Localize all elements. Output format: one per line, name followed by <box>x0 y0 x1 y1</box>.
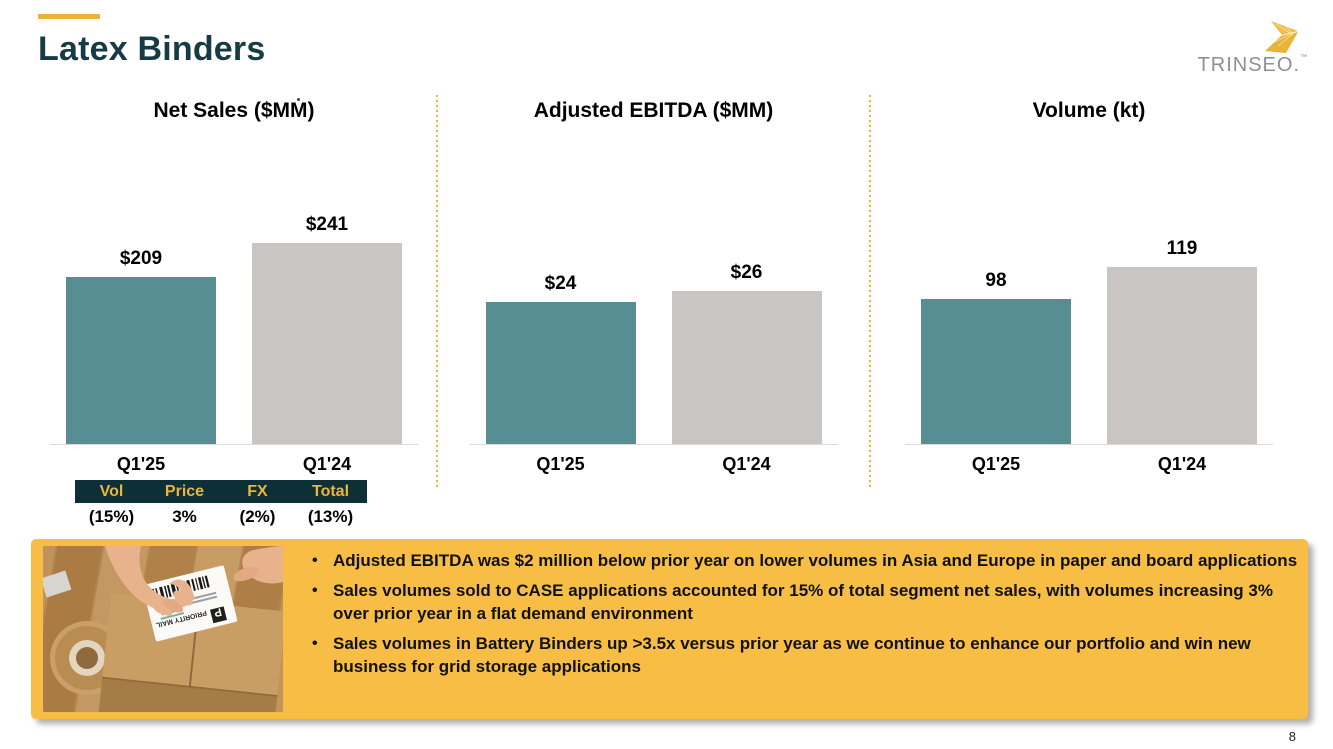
page-number: 8 <box>1288 729 1296 744</box>
chart-title-adjusted-ebitda: Adjusted EBITDA ($MM) <box>533 99 774 122</box>
bar-data-label: $241 <box>305 214 349 235</box>
title-accent-dash <box>38 14 100 19</box>
chart-adjusted-ebitda: Adjusted EBITDA ($MM) $24 $26 Q1'25 Q1'2… <box>437 95 870 475</box>
hands <box>105 546 283 616</box>
highlights-panel: PRIORITY MAIL P Adjusted EBITDA was $2 m… <box>31 539 1308 719</box>
page-title: Latex Binders <box>38 30 266 68</box>
x-axis-label: Q1'25 <box>116 454 166 474</box>
bar-data-label: 119 <box>1166 238 1198 259</box>
chart-title-net-sales: Net Sales ($MM) <box>153 99 315 122</box>
package-labeling-photo: PRIORITY MAIL P <box>43 546 283 712</box>
bridge-value-price: 3% <box>172 507 197 526</box>
x-axis-label: Q1'25 <box>536 454 585 474</box>
charts-row: Net Sales ($MM) $209 $241 Q1'25 Q1'24 Ad… <box>31 95 1308 475</box>
footnote-dot <box>297 98 300 101</box>
x-axis-line <box>50 444 418 445</box>
x-axis-label: Q1'24 <box>1157 454 1207 474</box>
x-axis-labels: Q1'25 Q1'24 <box>486 454 822 475</box>
bar-data-label: $24 <box>544 273 577 294</box>
paper-sheet <box>43 570 72 598</box>
highlight-bullet: Adjusted EBITDA was $2 million below pri… <box>309 550 1299 572</box>
bridge-header-fx: FX <box>247 483 268 500</box>
dotted-divider <box>436 95 438 487</box>
volume-bar-q124 <box>1107 267 1257 444</box>
label-monogram: P <box>213 605 223 618</box>
chart-net-sales: Net Sales ($MM) $209 $241 Q1'25 Q1'24 <box>31 95 437 475</box>
x-axis-labels: Q1'25 Q1'24 <box>66 454 402 475</box>
x-axis-line <box>469 444 838 445</box>
ebitda-bar-q125 <box>485 302 636 444</box>
bar-data-label: 98 <box>985 270 1007 291</box>
bridge-header-total: Total <box>311 483 350 500</box>
highlights-bullet-list: Adjusted EBITDA was $2 million below pri… <box>309 550 1299 686</box>
chart-title-volume: Volume (kt) <box>1032 99 1146 122</box>
net-sales-bar-q125 <box>66 277 216 444</box>
trinseo-logo-text: TRINSEO.™ <box>1197 54 1308 76</box>
volume-bar-q125 <box>921 299 1071 444</box>
highlight-bullet: Sales volumes in Battery Binders up >3.5… <box>309 633 1299 678</box>
ebitda-plot-area: $24 $26 <box>485 214 822 444</box>
x-axis-label: Q1'25 <box>971 454 1021 474</box>
net-sales-bar-q124 <box>252 243 402 444</box>
price-volume-bridge-table: Vol Price FX Total (15%) 3% (2%) (13%) <box>75 480 367 530</box>
chart-volume: Volume (kt) 98 119 Q1'25 Q1'24 <box>870 95 1308 475</box>
x-axis-label: Q1'24 <box>302 454 352 474</box>
bridge-value-vol: (15%) <box>88 507 135 526</box>
x-axis-labels: Q1'25 Q1'24 <box>921 454 1257 475</box>
highlight-bullet: Sales volumes sold to CASE applications … <box>309 580 1299 625</box>
bridge-value-total: (13%) <box>307 507 354 526</box>
ebitda-bar-q124 <box>671 291 822 444</box>
bridge-value-fx: (2%) <box>239 507 276 526</box>
net-sales-plot-area: $209 $241 <box>66 214 402 444</box>
bridge-table-values-row: (15%) 3% (2%) (13%) <box>75 503 367 530</box>
volume-plot-area: 98 119 <box>921 214 1257 444</box>
trademark-symbol: ™ <box>1300 54 1308 61</box>
bar-data-label: $209 <box>119 248 163 269</box>
bridge-table-header-row: Vol Price FX Total <box>75 480 367 503</box>
x-axis-label: Q1'24 <box>722 454 771 474</box>
bridge-header-vol: Vol <box>99 483 124 500</box>
cardboard-box <box>98 593 283 712</box>
trinseo-logo: TRINSEO.™ <box>1178 20 1308 77</box>
bar-data-label: $26 <box>730 262 763 283</box>
bridge-header-price: Price <box>164 483 205 500</box>
trinseo-arrow-icon <box>1265 21 1298 53</box>
x-axis-line <box>905 444 1273 445</box>
dotted-divider <box>869 95 871 487</box>
